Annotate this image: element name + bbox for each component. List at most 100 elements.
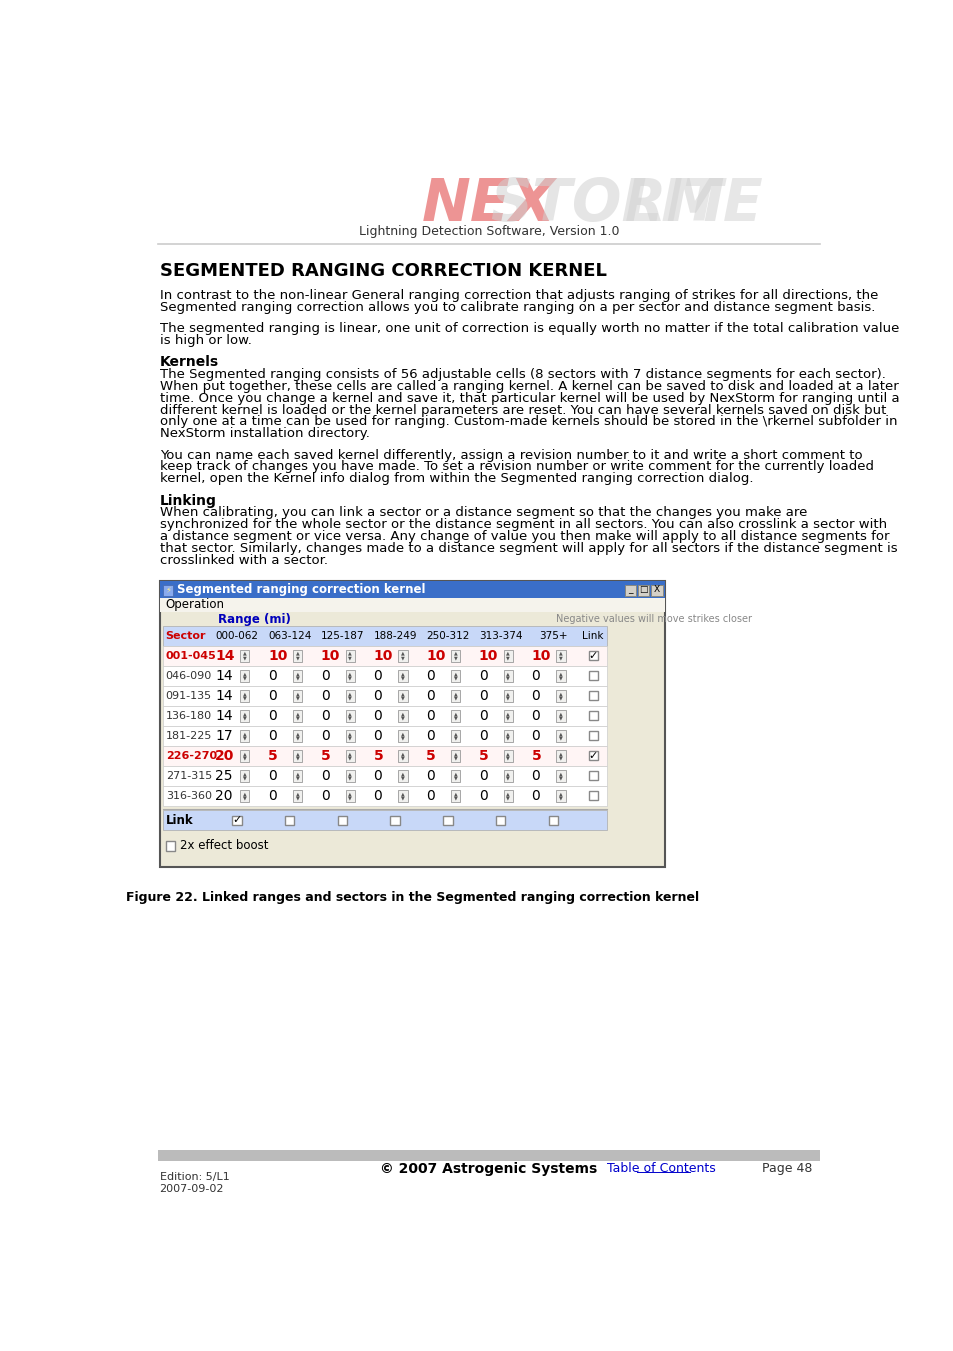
Bar — [162, 746, 606, 766]
Bar — [496, 816, 505, 825]
Text: ▲: ▲ — [243, 771, 247, 775]
Text: 10: 10 — [478, 648, 497, 663]
Text: ▼: ▼ — [400, 755, 404, 761]
Text: 136-180: 136-180 — [166, 711, 212, 720]
Bar — [240, 650, 249, 662]
Text: 316-360: 316-360 — [166, 790, 212, 801]
Text: 14: 14 — [215, 709, 233, 723]
Text: ▼: ▼ — [454, 676, 457, 681]
Text: ▼: ▼ — [558, 716, 562, 720]
Bar — [345, 709, 355, 721]
Text: 14: 14 — [215, 669, 233, 682]
Text: 10: 10 — [426, 648, 445, 663]
Text: ▼: ▼ — [454, 696, 457, 701]
Bar — [159, 581, 664, 598]
Text: Link: Link — [581, 631, 603, 640]
Bar — [162, 646, 606, 666]
Text: ▼: ▼ — [558, 796, 562, 801]
Text: ▼: ▼ — [400, 796, 404, 801]
Text: ▼: ▼ — [558, 775, 562, 781]
Text: 0: 0 — [426, 769, 435, 782]
Bar — [397, 730, 407, 742]
Text: 0: 0 — [268, 669, 276, 682]
Text: ✓: ✓ — [588, 751, 598, 761]
Text: ▼: ▼ — [348, 735, 352, 740]
Text: ▲: ▲ — [348, 671, 352, 676]
Text: 0: 0 — [426, 669, 435, 682]
Bar — [162, 666, 606, 686]
Text: ▲: ▲ — [243, 731, 247, 736]
Text: 0: 0 — [320, 709, 329, 723]
Bar — [624, 585, 636, 596]
Text: 125-187: 125-187 — [320, 631, 364, 640]
Bar — [397, 689, 407, 703]
Bar — [240, 689, 249, 703]
Bar — [159, 598, 664, 612]
Bar — [162, 626, 606, 646]
Text: 0: 0 — [268, 709, 276, 723]
Text: that sector. Similarly, changes made to a distance segment will apply for all se: that sector. Similarly, changes made to … — [159, 542, 896, 555]
Bar — [345, 650, 355, 662]
Text: Negative values will move strikes closer: Negative values will move strikes closer — [556, 615, 752, 624]
Text: ▲: ▲ — [348, 690, 352, 696]
Bar — [451, 770, 459, 782]
Text: 0: 0 — [373, 709, 382, 723]
Text: ▼: ▼ — [400, 716, 404, 720]
Text: 0: 0 — [478, 789, 487, 802]
Text: ▲: ▲ — [506, 771, 510, 775]
Text: 20: 20 — [215, 789, 233, 802]
Text: ▼: ▼ — [558, 735, 562, 740]
Text: ▼: ▼ — [295, 696, 299, 701]
Bar — [556, 730, 565, 742]
Text: ▲: ▲ — [454, 751, 457, 757]
Bar — [397, 670, 407, 682]
Text: ▼: ▼ — [400, 655, 404, 661]
Text: 0: 0 — [531, 709, 539, 723]
Text: ▼: ▼ — [454, 716, 457, 720]
Text: ▲: ▲ — [295, 731, 299, 736]
Text: ▼: ▼ — [295, 755, 299, 761]
Text: ▼: ▼ — [295, 655, 299, 661]
Text: When put together, these cells are called a ranging kernel. A kernel can be save: When put together, these cells are calle… — [159, 380, 898, 393]
Text: ▲: ▲ — [295, 751, 299, 757]
Text: ▼: ▼ — [454, 796, 457, 801]
Text: ▼: ▼ — [454, 755, 457, 761]
Bar — [293, 650, 302, 662]
Text: 000-062: 000-062 — [215, 631, 258, 640]
Bar — [397, 709, 407, 721]
Bar — [451, 670, 459, 682]
Bar — [588, 692, 598, 700]
Bar — [503, 650, 513, 662]
Bar — [451, 750, 459, 762]
Text: time. Once you change a kernel and save it, that particular kernel will be used : time. Once you change a kernel and save … — [159, 392, 899, 404]
Bar — [451, 689, 459, 703]
Text: Linking: Linking — [159, 493, 216, 508]
Text: NEX: NEX — [421, 176, 555, 232]
Text: ▲: ▲ — [295, 792, 299, 796]
Text: Segmented ranging correction kernel: Segmented ranging correction kernel — [176, 584, 425, 596]
Bar — [588, 731, 598, 740]
Bar — [240, 709, 249, 721]
Text: ▲: ▲ — [558, 731, 562, 736]
Bar — [345, 770, 355, 782]
Text: 250-312: 250-312 — [426, 631, 469, 640]
Text: ▼: ▼ — [400, 696, 404, 701]
Text: 0: 0 — [320, 789, 329, 802]
Text: ▼: ▼ — [506, 755, 510, 761]
Text: 0: 0 — [268, 789, 276, 802]
Text: 0: 0 — [373, 728, 382, 743]
Text: SEGMENTED RANGING CORRECTION KERNEL: SEGMENTED RANGING CORRECTION KERNEL — [159, 262, 606, 280]
Text: ▲: ▲ — [348, 792, 352, 796]
Text: 063-124: 063-124 — [268, 631, 311, 640]
Text: ▲: ▲ — [243, 690, 247, 696]
Text: 313-374: 313-374 — [478, 631, 521, 640]
Text: 5: 5 — [426, 748, 436, 763]
Text: ▲: ▲ — [400, 671, 404, 676]
Bar — [443, 816, 452, 825]
Bar — [337, 816, 347, 825]
Bar — [556, 670, 565, 682]
Text: 2x effect boost: 2x effect boost — [179, 839, 268, 852]
Text: Table of Contents: Table of Contents — [607, 1162, 716, 1175]
Bar — [588, 751, 598, 761]
Text: ▲: ▲ — [454, 792, 457, 796]
